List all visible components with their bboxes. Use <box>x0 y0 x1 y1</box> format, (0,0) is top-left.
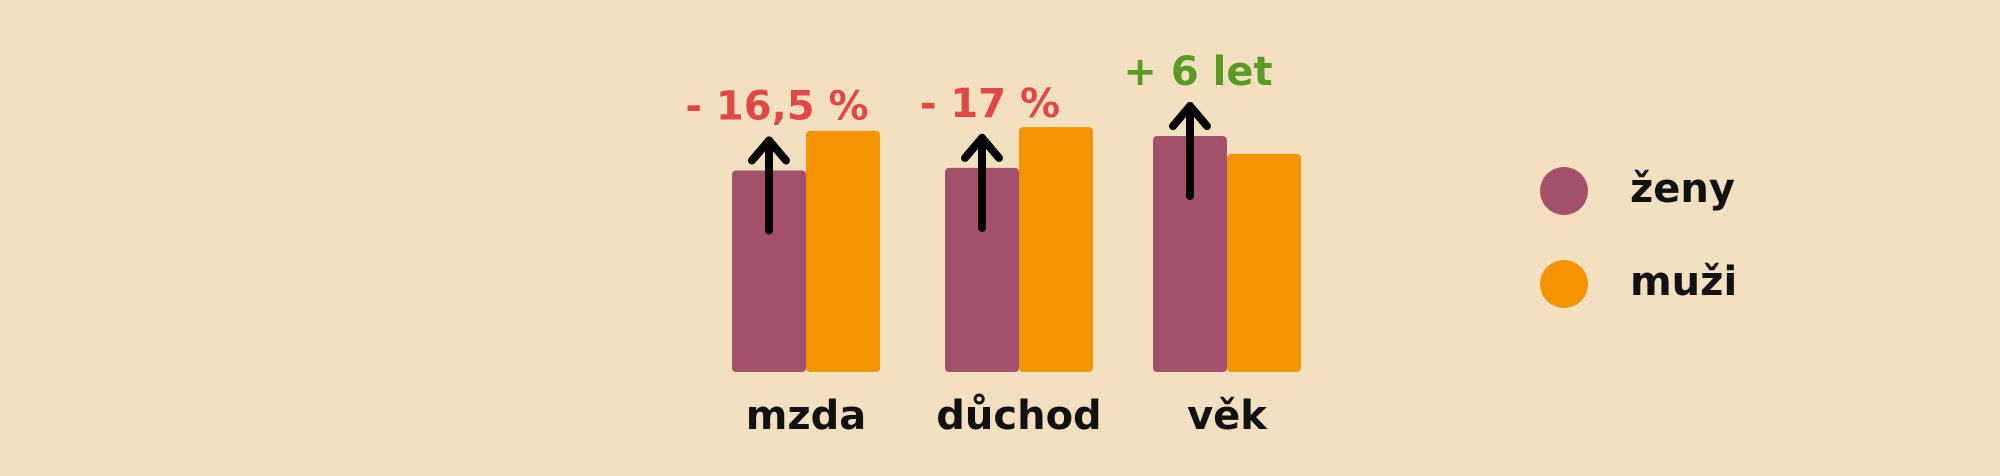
legend-marker <box>1540 260 1588 308</box>
category-label: věk <box>1187 393 1268 439</box>
bar <box>945 167 1019 372</box>
bar <box>732 170 806 372</box>
annotation: + 6 let <box>1123 49 1272 95</box>
arrow-head <box>1169 102 1211 131</box>
annotation: - 17 % <box>920 81 1060 127</box>
legend-label: ženy <box>1630 166 1735 212</box>
category-label: důchod <box>936 392 1101 439</box>
bar <box>1019 127 1093 372</box>
legend-marker <box>1540 167 1588 215</box>
arrow-head <box>961 133 1003 162</box>
bar <box>1227 153 1301 372</box>
bar <box>806 130 880 372</box>
bar <box>1153 136 1227 372</box>
annotation: - 16,5 % <box>685 83 868 129</box>
legend-label: muži <box>1630 259 1737 305</box>
category-label: mzda <box>746 393 867 439</box>
arrow-head <box>748 136 790 165</box>
